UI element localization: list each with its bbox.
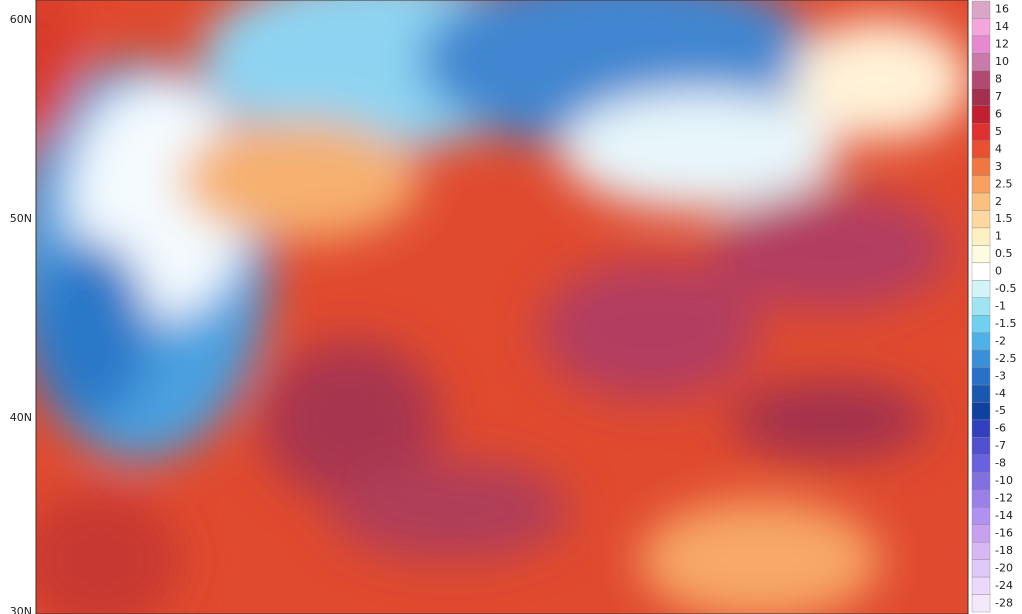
legend-label: -1: [995, 300, 1006, 313]
legend-swatch: [971, 454, 991, 473]
latitude-label: 30N: [10, 605, 32, 614]
legend-swatch: [971, 489, 991, 508]
legend-swatch: [971, 0, 991, 19]
legend-swatch: [971, 192, 991, 211]
legend-label: -1.5: [995, 317, 1016, 330]
legend-label: -16: [995, 526, 1013, 539]
legend-label: 14: [995, 20, 1009, 33]
legend-swatch: [971, 367, 991, 386]
legend-swatch: [971, 227, 991, 246]
legend-label: 1: [995, 230, 1002, 243]
legend-label: 7: [995, 90, 1002, 103]
legend-label: -24: [995, 579, 1013, 592]
legend-label: 0: [995, 265, 1002, 278]
legend-label: 12: [995, 38, 1009, 51]
legend-swatch: [971, 524, 991, 543]
latitude-label: 60N: [10, 13, 32, 26]
legend-label: 16: [995, 3, 1009, 16]
legend-swatch: [971, 53, 991, 72]
legend-label: 6: [995, 107, 1002, 120]
legend-swatch: [971, 559, 991, 578]
legend-label: -20: [995, 561, 1013, 574]
latitude-label: 50N: [10, 212, 32, 225]
color-legend: 16 14 12 10 8 7 6 5 4 3 2.5 2 1.5 1 0.5 0 -0.5 -1 -1.5 -2 -2…: [971, 0, 1016, 613]
legend-swatch: [971, 262, 991, 281]
legend-label: -4: [995, 387, 1006, 400]
legend-swatch: [971, 576, 991, 595]
legend-swatch: [971, 332, 991, 351]
legend-label: 1.5: [995, 212, 1013, 225]
legend-swatch: [971, 70, 991, 89]
legend-swatch: [971, 245, 991, 264]
legend-swatch: [971, 35, 991, 54]
legend-swatch: [971, 18, 991, 37]
legend-label: -28: [995, 596, 1013, 609]
legend-label: -0.5: [995, 282, 1016, 295]
legend-swatch: [971, 140, 991, 159]
legend-label: -2: [995, 334, 1006, 347]
legend-label: -12: [995, 492, 1013, 505]
legend-swatch: [971, 419, 991, 438]
legend-label: 5: [995, 125, 1002, 138]
legend-swatch: [971, 175, 991, 194]
legend-swatch: [971, 437, 991, 456]
legend-swatch: [971, 122, 991, 141]
legend-label: 10: [995, 55, 1009, 68]
legend-label: -18: [995, 544, 1013, 557]
map-frame: [35, 0, 969, 614]
legend-swatch: [971, 594, 991, 613]
legend-label: 4: [995, 142, 1002, 155]
legend-swatch: [971, 507, 991, 525]
legend-label: 8: [995, 73, 1002, 86]
legend-swatch: [971, 88, 991, 106]
legend-label: -6: [995, 422, 1006, 435]
legend-label: 3: [995, 160, 1002, 173]
legend-swatch: [971, 541, 991, 560]
legend-swatch: [971, 280, 991, 298]
legend-swatch: [971, 105, 991, 124]
legend-swatch: [971, 472, 991, 491]
anomaly-field: [36, 0, 968, 614]
legend-label: -10: [995, 474, 1013, 487]
legend-label: 2.5: [995, 177, 1013, 190]
legend-swatch: [971, 402, 991, 421]
legend-swatch: [971, 384, 991, 403]
latitude-label: 40N: [10, 411, 32, 424]
legend-swatch: [971, 297, 991, 316]
legend-label: -3: [995, 369, 1006, 382]
legend-label: 0.5: [995, 247, 1013, 260]
legend-label: -7: [995, 439, 1006, 452]
legend-swatch: [971, 157, 991, 176]
legend-label: -8: [995, 457, 1006, 470]
legend-swatch: [971, 315, 991, 333]
legend-label: -2.5: [995, 352, 1016, 365]
legend-label: -14: [995, 509, 1013, 522]
legend-label: -5: [995, 404, 1006, 417]
legend-swatch: [971, 210, 991, 229]
legend-swatch: [971, 349, 991, 368]
legend-label: 2: [995, 195, 1002, 208]
